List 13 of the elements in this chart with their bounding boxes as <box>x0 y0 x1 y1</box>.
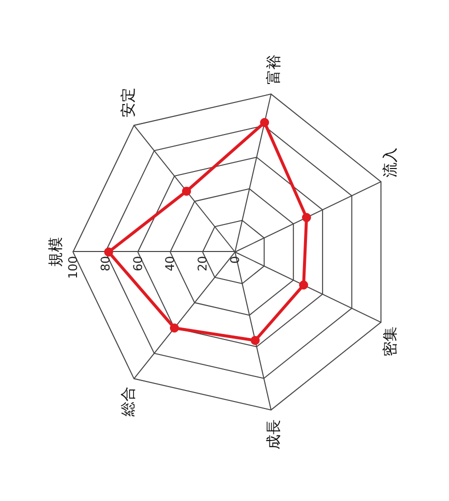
spoke-label: 安定 <box>118 88 137 118</box>
y-tick-label: 40 <box>163 256 178 272</box>
y-tick-label: 80 <box>98 256 112 272</box>
spoke-label: 成長 <box>264 420 282 450</box>
spoke-label: 密集 <box>380 326 399 357</box>
spoke-label: 規模 <box>46 237 64 267</box>
y-tick-label: 0 <box>228 256 242 264</box>
y-tick-label: 20 <box>196 256 210 272</box>
y-tick-label: 60 <box>130 256 145 272</box>
spoke-label: 総合 <box>118 386 137 418</box>
y-tick-label: 100 <box>66 256 80 279</box>
spoke-label: 流入 <box>380 147 399 178</box>
spoke-label: 富裕 <box>264 54 282 84</box>
